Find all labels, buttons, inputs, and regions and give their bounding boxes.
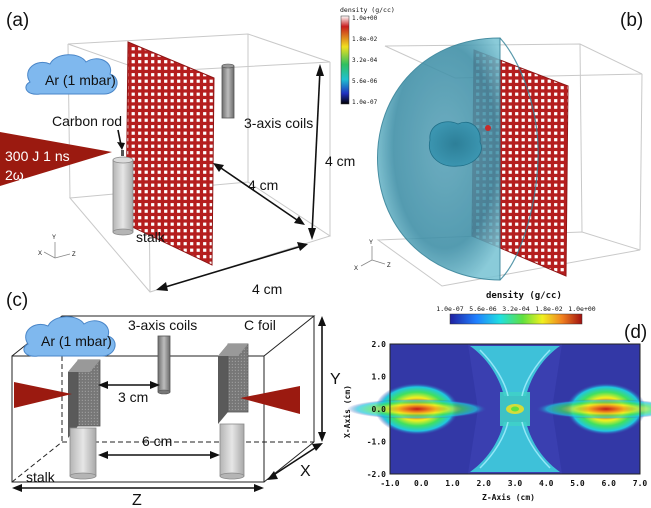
panel-b: (b) density (g/cc) 1.0e+00 1.8e-02 3.2e-04… — [340, 6, 643, 287]
panel-a-coil — [221, 63, 235, 119]
panel-b-colorbar-tick: 3.2e-04 — [352, 57, 378, 64]
panel-c-laser-right — [240, 386, 300, 414]
panel-a-axis-triad — [43, 242, 71, 259]
panel-d-y-tick: -1.0 — [367, 438, 386, 447]
panel-a-laser-wavelength: 2ω — [5, 167, 24, 183]
panel-a-laser-energy: 300 J 1 ns — [5, 148, 70, 164]
panel-d-plot — [347, 343, 651, 475]
panel-d-y-tick: 1.0 — [372, 373, 387, 382]
panel-b-colorbar-tick: 1.0e+00 — [352, 15, 378, 22]
panel-a-carbon-rod — [121, 150, 124, 156]
panel-d-x-tick: 3.0 — [508, 479, 523, 488]
panel-d-x-tick: 6.0 — [602, 479, 617, 488]
svg-text:Z: Z — [387, 263, 391, 269]
panel-d-x-tick: 4.0 — [539, 479, 554, 488]
panel-b-axis-triad — [360, 246, 386, 267]
panel-c-left-foil — [68, 359, 101, 438]
panel-d-x-tick: 1.0 — [445, 479, 460, 488]
panel-c-coil — [157, 335, 171, 395]
panel-b-inner-plasma — [428, 121, 482, 167]
panel-c-gas-cloud: Ar (1 mbar) — [23, 316, 116, 357]
panel-d-x-ticks: -1.0 0.0 1.0 2.0 3.0 4.0 5.0 6.0 7.0 — [380, 479, 647, 488]
panel-c-stalk-right — [219, 423, 245, 480]
panel-d-y-tick: 2.0 — [372, 340, 387, 349]
panel-a-dim-vert-arrow — [311, 69, 321, 235]
panel-b-hot-spot — [485, 125, 491, 131]
panel-d: (d) density (g/cc) 1.0e-07 5.6e-06 3.2e-04… — [342, 290, 651, 502]
panel-a-dim-bottom-arrow — [161, 245, 303, 289]
panel-a-laser-beam — [0, 132, 112, 186]
panel-d-x-axis-label: Z-Axis (cm) — [482, 492, 535, 502]
panel-b-colorbar-tick: 1.0e-07 — [352, 99, 378, 106]
panel-d-tag: (d) — [624, 322, 647, 343]
panel-d-colorbar-tick: 1.0e-07 — [436, 305, 463, 313]
panel-d-colorbar-title: density (g/cc) — [486, 290, 562, 301]
panel-a-dim-diag-label: 4 cm — [248, 177, 278, 193]
panel-a-rod-label: Carbon rod — [52, 113, 122, 129]
panel-d-y-tick: -2.0 — [367, 470, 386, 479]
panel-c-dim-3cm-label: 3 cm — [118, 389, 148, 405]
svg-text:X: X — [354, 266, 358, 272]
panel-b-colorbar-title: density (g/cc) — [340, 6, 395, 14]
panel-d-x-tick: 0.0 — [414, 479, 429, 488]
panel-c-coils-label: 3-axis coils — [128, 317, 197, 333]
panel-d-x-tick: -1.0 — [380, 479, 399, 488]
panel-c-tag: (c) — [6, 290, 28, 311]
panel-c-dim-x-arrow — [271, 445, 319, 477]
svg-text:Z: Z — [72, 252, 76, 258]
panel-c: (c) Ar (1 mbar) 3-axis coils — [6, 290, 341, 508]
panel-d-colorbar-tick: 3.2e-04 — [502, 305, 529, 313]
panel-d-y-axis-label: X-Axis (cm) — [342, 385, 352, 438]
panel-c-right-foil — [218, 343, 249, 424]
panel-d-x-tick: 5.0 — [570, 479, 585, 488]
panel-c-gas-label: Ar (1 mbar) — [41, 333, 112, 349]
panel-b-colorbar-tick: 5.6e-06 — [352, 78, 378, 85]
panel-a-dim-diag-arrow — [217, 165, 301, 223]
panel-d-colorbar-ticks: 1.0e-07 5.6e-06 3.2e-04 1.8e-02 1.0e+00 — [436, 305, 595, 313]
panel-a-dim-vert-label: 4 cm — [325, 153, 355, 169]
panel-a-gas-label: Ar (1 mbar) — [45, 72, 116, 88]
panel-d-y-tick: 0.0 — [372, 405, 387, 414]
panel-d-colorbar-tick: 5.6e-06 — [469, 305, 496, 313]
panel-c-axis-y-label: Y — [330, 371, 341, 388]
panel-a-stalk-label: stalk — [136, 229, 166, 245]
panel-a-dim-bottom-label: 4 cm — [252, 281, 282, 297]
svg-text:X: X — [38, 251, 42, 257]
panel-a-tag: (a) — [6, 10, 29, 31]
panel-c-dim-6cm-label: 6 cm — [142, 433, 172, 449]
panel-d-colorbar-tick: 1.8e-02 — [535, 305, 562, 313]
panel-b-colorbar-ticks: 1.0e+00 1.8e-02 3.2e-04 5.6e-06 1.0e-07 — [352, 15, 378, 106]
panel-c-laser-left — [14, 382, 72, 408]
panel-a-coils-label: 3-axis coils — [244, 115, 313, 131]
panel-d-y-ticks: 2.0 1.0 0.0 -1.0 -2.0 — [367, 340, 386, 479]
panel-b-colorbar-tick: 1.8e-02 — [352, 36, 378, 43]
panel-d-colorbar — [449, 313, 583, 325]
panel-b-tag: (b) — [620, 10, 643, 31]
panel-d-x-tick: 2.0 — [477, 479, 492, 488]
panel-c-axis-x-label: X — [300, 463, 311, 480]
panel-c-stalk-label: stalk — [26, 469, 56, 485]
panel-a-stalk — [112, 156, 134, 236]
panel-a-gas-cloud: Ar (1 mbar) — [25, 54, 118, 95]
panel-c-stalk-left — [69, 427, 97, 480]
panel-b-colorbar — [340, 15, 350, 105]
panel-c-foil-label: C foil — [244, 317, 276, 333]
panel-d-colorbar-tick: 1.0e+00 — [568, 305, 595, 313]
panel-a: (a) 300 J 1 ns 2ω Ar (1 mbar) Carbon rod — [0, 10, 355, 297]
svg-text:Y: Y — [369, 240, 373, 246]
svg-text:Y: Y — [52, 235, 56, 241]
panel-c-axis-z-label: Z — [132, 492, 142, 508]
panel-d-x-tick: 7.0 — [633, 479, 648, 488]
